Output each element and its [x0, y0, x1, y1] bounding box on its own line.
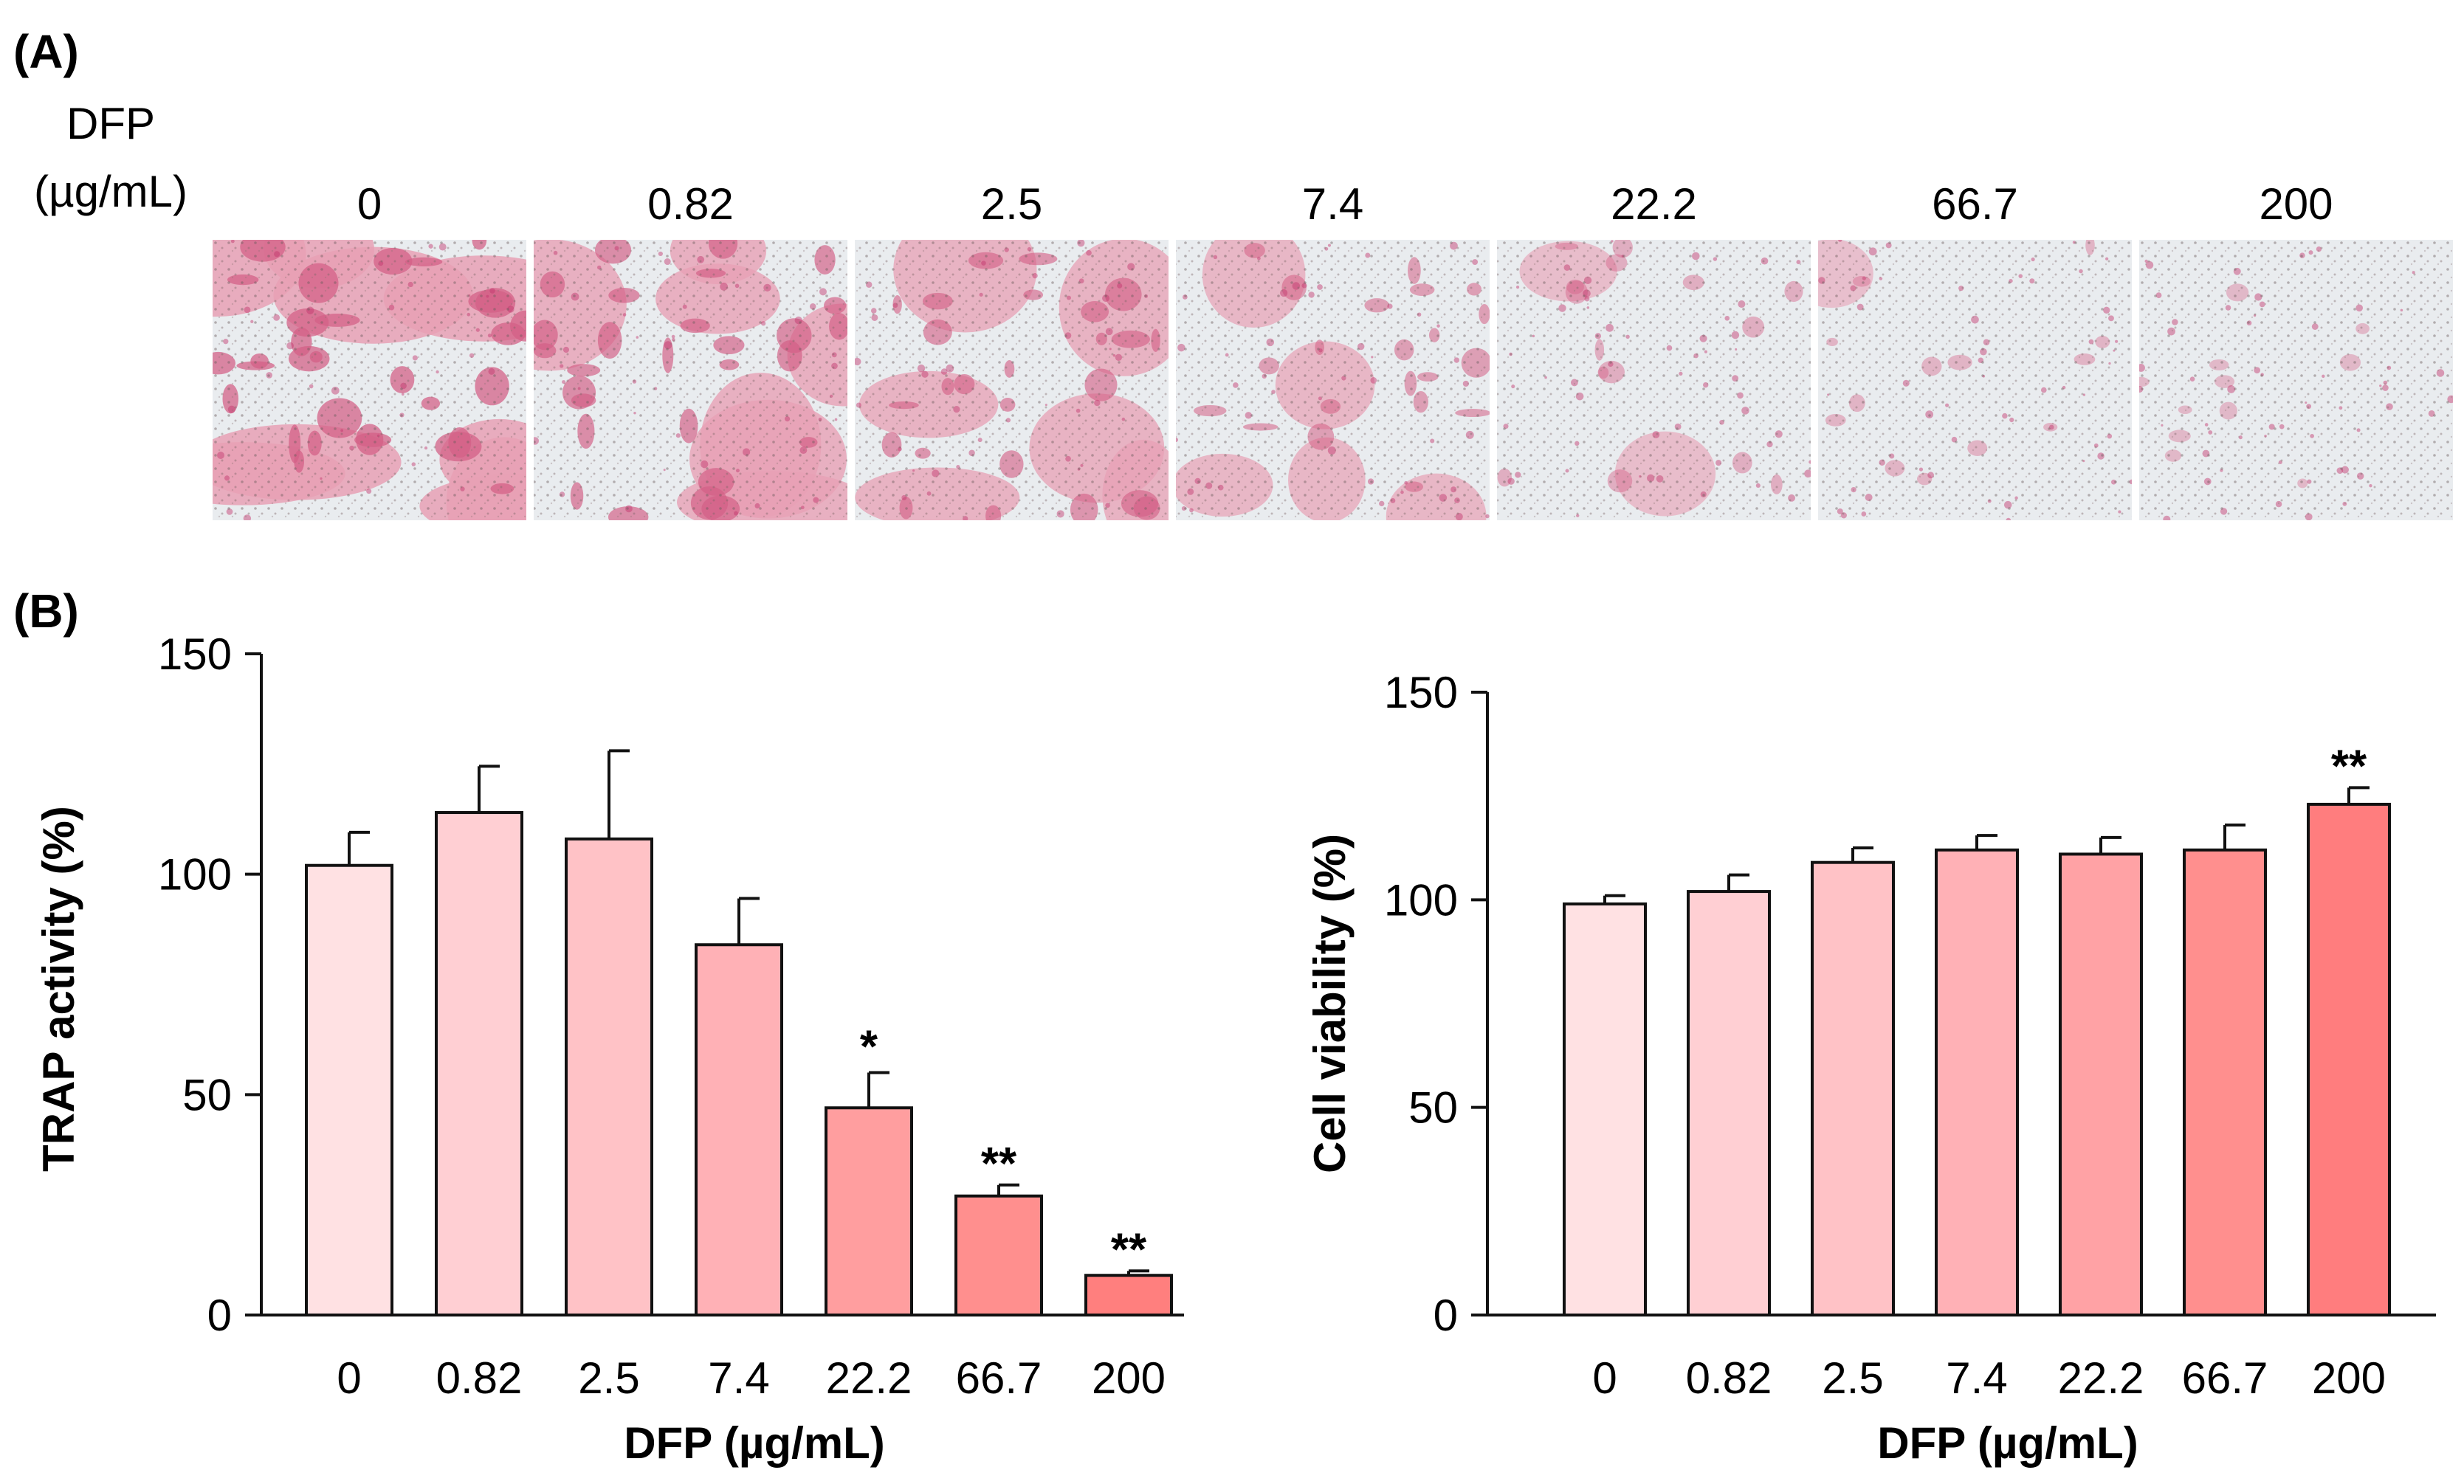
bar-200: [2307, 802, 2391, 1317]
micrograph-row: 0 0.82 2.5 7.4 22.2 66.7 200: [213, 179, 2453, 520]
trap-activity-chart: 0 50 100 150 0 0.82 2.5 7.4 22.2 * 66.7 ** 200 ** TR…: [34, 629, 1184, 1468]
bar-200: [1084, 1274, 1173, 1316]
micrograph-tile: [213, 240, 526, 520]
y-tick-label: 50: [1408, 1083, 1458, 1133]
micrograph-tile: [855, 240, 1169, 520]
y-tick-label: 0: [1434, 1291, 1458, 1340]
bar-66.7: [2183, 848, 2267, 1316]
x-tick-label: 0.82: [436, 1353, 523, 1403]
x-tick-label: 7.4: [1946, 1353, 2007, 1403]
micrograph-tile: [534, 240, 847, 520]
bar-2.5: [565, 837, 653, 1316]
y-tick-label: 100: [158, 850, 232, 900]
micrograph-tile: [1818, 240, 2132, 520]
micrograph-tile: [1497, 240, 1811, 520]
viability-y-axis-title: Cell viability (%): [1305, 834, 1355, 1173]
x-tick-label: 2.5: [578, 1353, 639, 1403]
significance-marker: *: [860, 1021, 878, 1072]
bar-2.5: [1811, 860, 1895, 1316]
x-tick-label: 22.2: [2058, 1353, 2144, 1403]
panel-a-label: (A): [13, 25, 79, 78]
y-tick-label: 50: [182, 1070, 232, 1119]
x-tick-label: 2.5: [1822, 1353, 1883, 1403]
dose-label-6: 200: [2259, 179, 2333, 229]
cell-viability-chart: 0 50 100 150 0 0.82 2.5 7.4 22.2 66.7 200 ** Cell …: [1305, 668, 2436, 1468]
y-tick-label: 100: [1384, 875, 1458, 925]
bar-7.4: [695, 943, 783, 1316]
dose-label-0: 0: [357, 179, 382, 229]
x-tick-label: 200: [2312, 1353, 2386, 1403]
y-tick-label: 0: [207, 1291, 232, 1340]
trap-y-axis-title: TRAP activity (%): [34, 806, 83, 1172]
bar-0: [305, 863, 393, 1316]
x-tick-label: 22.2: [826, 1353, 912, 1403]
bar-0: [1563, 902, 1647, 1316]
dose-label-5: 66.7: [1932, 179, 2018, 229]
bar-0.82: [435, 811, 523, 1317]
dose-label-3: 7.4: [1302, 179, 1363, 229]
x-tick-label: 7.4: [708, 1353, 769, 1403]
dose-label-4: 22.2: [1611, 179, 1697, 229]
x-tick-label: 200: [1092, 1353, 1166, 1403]
x-tick-label: 0.82: [1686, 1353, 1772, 1403]
x-tick-label: 66.7: [2182, 1353, 2268, 1403]
x-tick-label: 66.7: [956, 1353, 1042, 1403]
bar-0.82: [1687, 890, 1771, 1316]
dose-label-1: 0.82: [647, 179, 734, 229]
trap-x-axis-title: DFP (µg/mL): [624, 1418, 884, 1468]
x-tick-label: 0: [337, 1353, 361, 1403]
significance-marker: **: [1111, 1224, 1147, 1275]
bar-66.7: [954, 1194, 1043, 1316]
dose-label-line1: DFP: [66, 99, 155, 148]
viability-x-axis-title: DFP (µg/mL): [1877, 1418, 2138, 1468]
panel-b-label: (B): [13, 584, 79, 638]
y-tick-label: 150: [1384, 668, 1458, 717]
micrograph-tile: [1176, 240, 1490, 520]
micrograph-tile: [2139, 240, 2453, 520]
y-tick-label: 150: [158, 629, 232, 679]
bar-22.2: [825, 1106, 913, 1316]
bar-22.2: [2059, 852, 2143, 1316]
dose-label-line2: (µg/mL): [34, 167, 187, 216]
x-tick-label: 0: [1592, 1353, 1617, 1403]
bar-7.4: [1935, 848, 2019, 1316]
dose-label-2: 2.5: [981, 179, 1042, 229]
significance-marker: **: [2331, 741, 2367, 792]
significance-marker: **: [981, 1139, 1017, 1190]
